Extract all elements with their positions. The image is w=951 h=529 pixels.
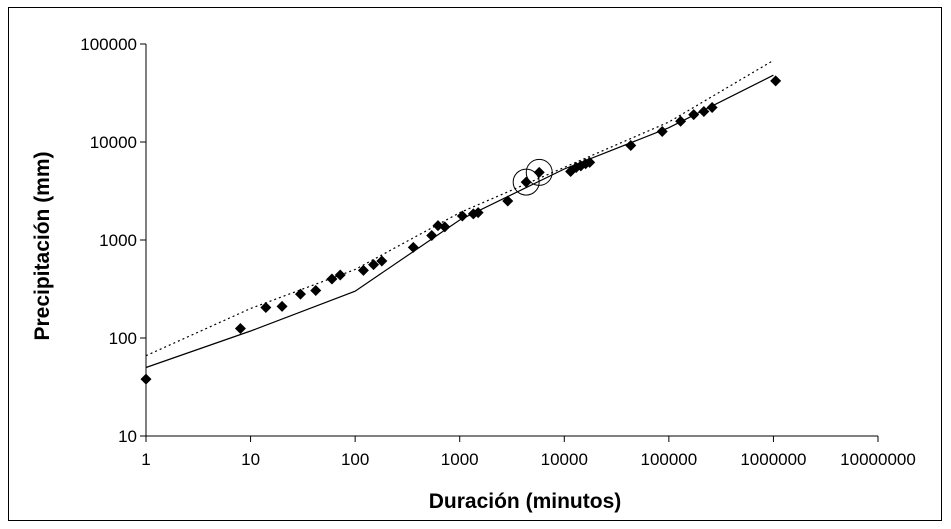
y-tick-label: 100000 [80,35,137,54]
data-point [584,156,596,168]
data-point [407,241,419,253]
data-point [625,140,637,152]
x-tick-label: 100000 [640,450,697,469]
data-point [456,210,468,222]
annotations [512,158,553,196]
y-tick-label: 100 [109,329,137,348]
chart-svg: 1 10 100 1000 10000 100000 1000000 100000001010… [31,35,916,513]
trend-lines [145,59,774,369]
data-point [698,105,710,117]
data-points [140,75,782,385]
data-point [294,288,306,300]
x-tick-label: 10000 [541,450,588,469]
data-point [326,273,338,285]
chart-frame: 1 10 100 1000 10000 100000 1000000 10000000 10 10… [8,7,942,521]
dotted-trend-line [145,59,774,357]
data-point [502,195,514,207]
x-axis-title: Duración (minutos) [429,490,622,513]
data-point [234,323,246,335]
data-point [520,176,532,188]
y-tick-label: 1000 [99,231,137,250]
data-point [688,109,700,121]
data-point [426,230,438,242]
y-axis-title: Precipitación (mm) [31,151,54,340]
data-point [675,115,687,127]
data-point [334,269,346,281]
data-point [472,207,484,219]
data-point [357,264,369,276]
data-point [706,101,718,113]
x-tick-label: 1 [141,450,150,469]
data-point [140,373,152,385]
highlight-circle [525,158,553,186]
data-point [533,166,545,178]
axes [140,43,879,442]
y-tick-label: 10000 [90,133,137,152]
x-tick-label: 1000 [441,450,479,469]
x-tick-label: 10 [241,450,260,469]
data-point [656,125,668,137]
x-tick-label: 1000000 [740,450,806,469]
data-point [439,221,451,233]
x-tick-label: 10000000 [840,450,916,469]
data-point [260,301,272,313]
y-tick-label: 10 [118,427,137,446]
tick-labels: 1 10 100 1000 10000 100000 1000000 100000001010… [80,35,916,469]
data-point [432,220,444,232]
x-tick-label: 100 [341,450,369,469]
data-point [376,255,388,267]
data-point [276,300,288,312]
data-point [770,75,782,87]
solid-trend-line [145,74,774,369]
data-point [368,259,380,271]
data-point [310,285,322,297]
